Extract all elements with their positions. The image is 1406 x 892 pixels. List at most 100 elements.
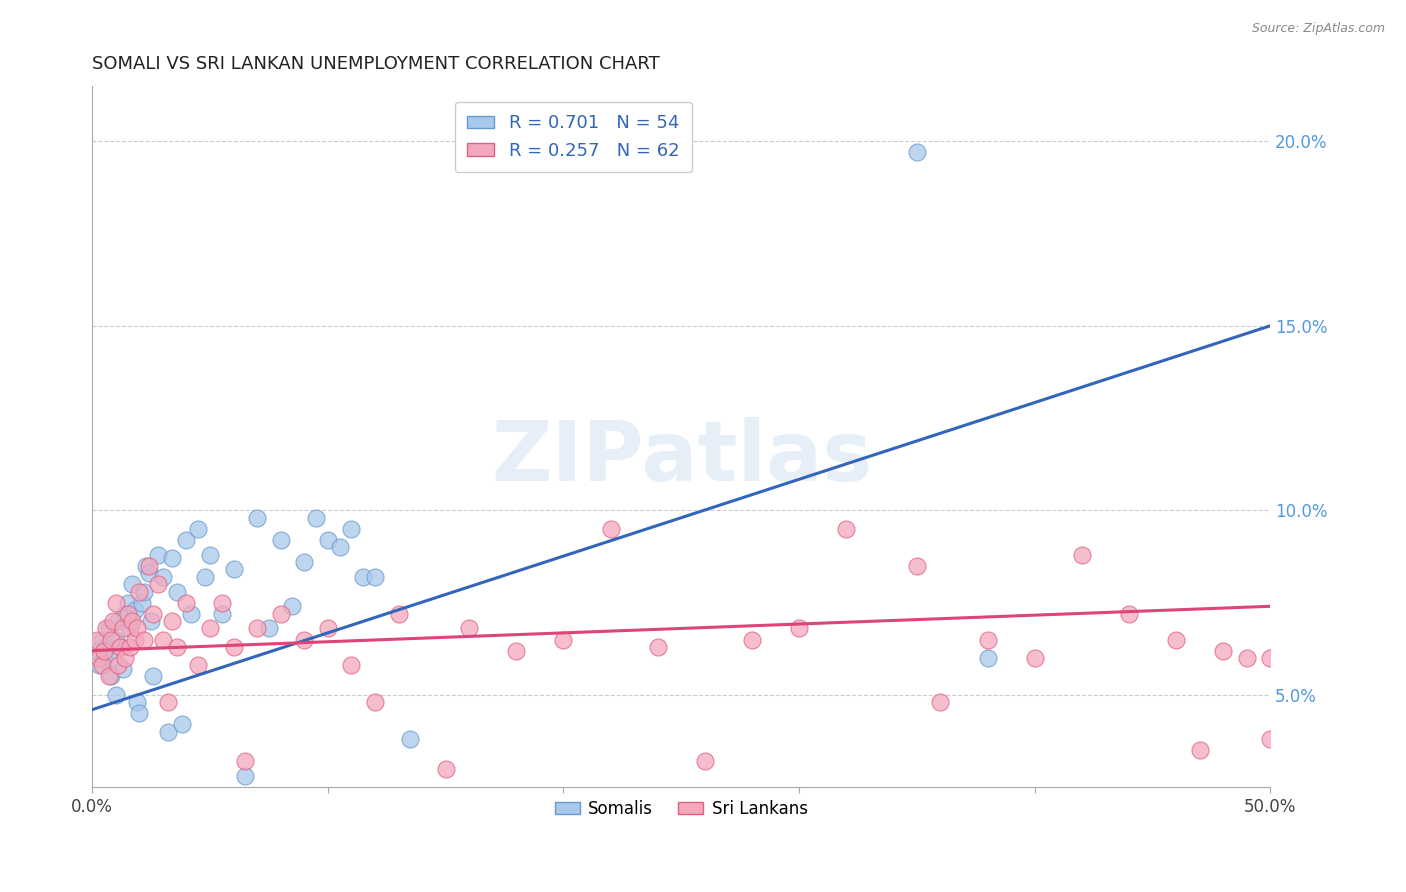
Point (117, 596, 139, 610)
Point (86, 632, 108, 647)
Point (1118, 607, 1140, 621)
Point (211, 596, 233, 610)
Point (246, 622, 269, 636)
Point (364, 570, 387, 584)
Point (399, 732, 422, 747)
Point (131, 596, 153, 610)
Point (100, 632, 122, 647)
Point (111, 662, 134, 676)
Point (107, 658, 129, 673)
Point (211, 607, 233, 621)
Point (434, 762, 457, 776)
Point (233, 755, 256, 769)
Point (103, 651, 125, 665)
Point (86, 643, 108, 657)
Point (96, 640, 118, 654)
Point (121, 614, 143, 628)
Point (97, 622, 120, 636)
Point (305, 510, 328, 524)
Point (146, 577, 169, 591)
Point (340, 658, 363, 673)
Point (352, 570, 374, 584)
Point (316, 622, 339, 636)
Point (166, 640, 188, 654)
Point (121, 577, 143, 591)
Point (1024, 651, 1046, 665)
Point (905, 558, 928, 573)
Point (117, 607, 139, 621)
Point (976, 651, 998, 665)
Point (222, 562, 245, 576)
Point (187, 522, 209, 536)
Point (93, 651, 115, 665)
Point (1070, 548, 1092, 562)
Point (146, 548, 169, 562)
Point (170, 717, 193, 731)
Point (929, 695, 952, 709)
Point (553, 632, 575, 647)
Text: SOMALI VS SRI LANKAN UNEMPLOYMENT CORRELATION CHART: SOMALI VS SRI LANKAN UNEMPLOYMENT CORREL… (93, 55, 659, 73)
Point (132, 584, 155, 599)
Point (1260, 732, 1282, 747)
Point (458, 622, 481, 636)
Point (142, 669, 165, 683)
Point (270, 533, 292, 547)
Point (329, 540, 352, 554)
Point (905, 145, 928, 160)
Point (110, 640, 132, 654)
Point (90, 632, 112, 647)
Point (364, 695, 387, 709)
Point (693, 755, 716, 769)
Point (647, 640, 669, 654)
Point (125, 695, 148, 709)
Point (340, 522, 363, 536)
Text: ZIPatlas: ZIPatlas (491, 417, 872, 498)
Point (118, 640, 141, 654)
Point (138, 558, 160, 573)
Point (1164, 632, 1187, 647)
Point (198, 548, 221, 562)
Point (233, 769, 256, 783)
Point (111, 622, 134, 636)
Point (292, 555, 315, 569)
Point (292, 632, 315, 647)
Point (1212, 643, 1234, 657)
Point (125, 622, 148, 636)
Point (104, 596, 127, 610)
Point (110, 640, 132, 654)
Point (156, 695, 179, 709)
Point (114, 651, 136, 665)
Point (107, 614, 129, 628)
Point (166, 584, 188, 599)
Point (139, 614, 162, 628)
Point (1260, 651, 1282, 665)
Point (89, 658, 111, 673)
Legend: Somalis, Sri Lankans: Somalis, Sri Lankans (548, 793, 814, 824)
Point (104, 632, 127, 647)
Point (124, 603, 146, 617)
Point (93, 643, 115, 657)
Point (835, 522, 858, 536)
Point (787, 622, 810, 636)
Point (246, 510, 269, 524)
Point (90, 658, 112, 673)
Point (162, 551, 184, 566)
Point (198, 622, 221, 636)
Point (118, 622, 141, 636)
Point (281, 599, 304, 614)
Point (387, 607, 409, 621)
Point (976, 632, 998, 647)
Point (97, 669, 120, 683)
Point (152, 632, 174, 647)
Point (104, 688, 127, 702)
Point (257, 622, 280, 636)
Point (176, 533, 198, 547)
Point (194, 570, 217, 584)
Point (152, 570, 174, 584)
Point (89, 651, 111, 665)
Point (132, 632, 155, 647)
Point (162, 614, 184, 628)
Point (138, 566, 160, 580)
Text: Source: ZipAtlas.com: Source: ZipAtlas.com (1251, 22, 1385, 36)
Point (741, 632, 763, 647)
